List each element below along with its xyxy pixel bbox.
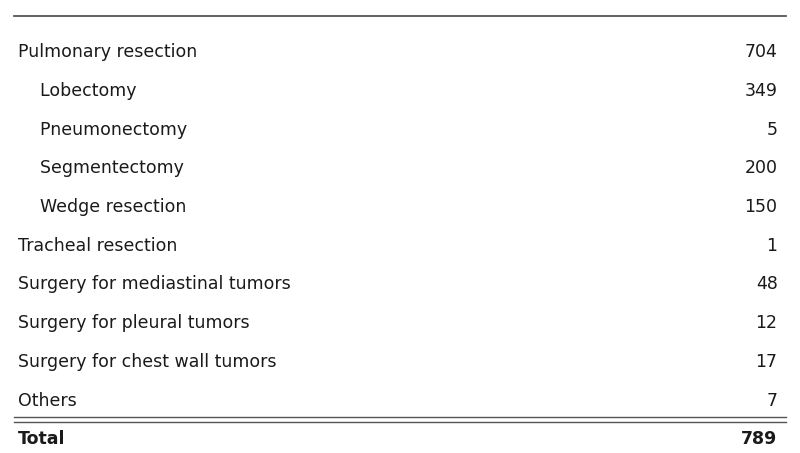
- Text: 7: 7: [766, 392, 778, 410]
- Text: Surgery for pleural tumors: Surgery for pleural tumors: [18, 314, 250, 332]
- Text: Surgery for chest wall tumors: Surgery for chest wall tumors: [18, 353, 276, 371]
- Text: 704: 704: [745, 43, 778, 61]
- Text: Segmentectomy: Segmentectomy: [18, 159, 183, 177]
- Text: Lobectomy: Lobectomy: [18, 82, 136, 100]
- Text: 5: 5: [766, 120, 778, 139]
- Text: 150: 150: [745, 198, 778, 216]
- Text: 48: 48: [756, 275, 778, 294]
- Text: Tracheal resection: Tracheal resection: [18, 237, 177, 255]
- Text: 200: 200: [745, 159, 778, 177]
- Text: 17: 17: [755, 353, 778, 371]
- Text: 789: 789: [742, 429, 778, 448]
- Text: 349: 349: [745, 82, 778, 100]
- Text: Surgery for mediastinal tumors: Surgery for mediastinal tumors: [18, 275, 290, 294]
- Text: Total: Total: [18, 429, 65, 448]
- Text: Pulmonary resection: Pulmonary resection: [18, 43, 197, 61]
- Text: Others: Others: [18, 392, 76, 410]
- Text: 1: 1: [766, 237, 778, 255]
- Text: Wedge resection: Wedge resection: [18, 198, 186, 216]
- Text: Pneumonectomy: Pneumonectomy: [18, 120, 186, 139]
- Text: 12: 12: [755, 314, 778, 332]
